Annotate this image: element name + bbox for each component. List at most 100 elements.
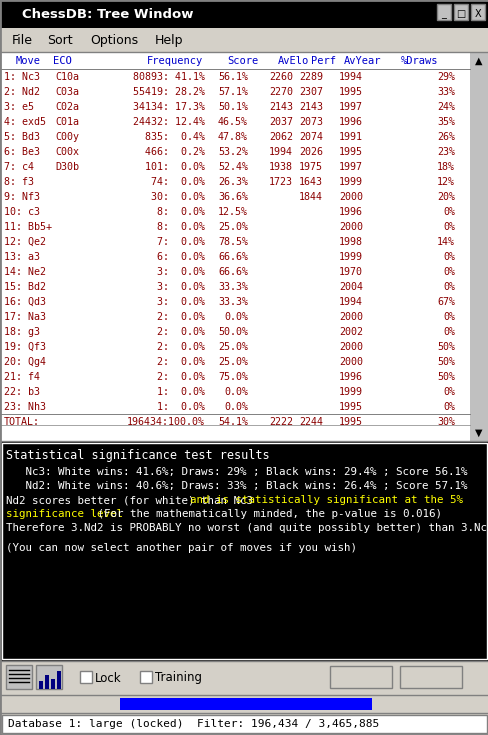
Text: 29%: 29% [436, 71, 454, 82]
Text: 1996: 1996 [338, 371, 362, 381]
Bar [57, 671, 61, 689]
Bar [6, 665, 32, 689]
Text: 33.3%: 33.3% [218, 296, 247, 306]
Text: 2000: 2000 [338, 221, 362, 232]
Text: 2307: 2307 [298, 87, 323, 96]
Text: Options: Options [90, 34, 138, 46]
Text: 30:  0.0%: 30: 0.0% [151, 192, 204, 201]
Text: 7:  0.0%: 7: 0.0% [157, 237, 204, 246]
Text: 2000: 2000 [338, 356, 362, 367]
Bar [51, 679, 55, 689]
Text: 13: a3: 13: a3 [4, 251, 40, 262]
Text: AvYear: AvYear [344, 56, 381, 66]
Text: Statistical significance test results: Statistical significance test results [6, 448, 269, 462]
Bar [0, 28, 488, 52]
Bar [0, 53, 469, 441]
Bar [469, 53, 488, 441]
Text: Nd2: White wins: 40.6%; Draws: 33% ; Black wins: 26.4% ; Score 57.1%: Nd2: White wins: 40.6%; Draws: 33% ; Bla… [6, 481, 467, 491]
Bar [2, 715, 486, 733]
Text: 2037: 2037 [268, 117, 292, 126]
Text: AvElo: AvElo [277, 56, 308, 66]
Bar [140, 671, 152, 683]
Text: 2222: 2222 [268, 417, 292, 426]
Text: 52.4%: 52.4% [218, 162, 247, 171]
Text: 0%: 0% [442, 312, 454, 321]
Text: 0%: 0% [442, 387, 454, 396]
Text: 2270: 2270 [268, 87, 292, 96]
Text: 18: g3: 18: g3 [4, 326, 40, 337]
Text: ✓: ✓ [81, 672, 90, 682]
Text: 57.1%: 57.1% [218, 87, 247, 96]
Text: 46.5%: 46.5% [218, 117, 247, 126]
Text: 7: c4: 7: c4 [4, 162, 34, 171]
Text: 1997: 1997 [338, 162, 362, 171]
Text: 2004: 2004 [338, 282, 362, 292]
Text: 1:  0.0%: 1: 0.0% [157, 387, 204, 396]
Text: 74:  0.0%: 74: 0.0% [151, 176, 204, 187]
Text: 55419: 28.2%: 55419: 28.2% [133, 87, 204, 96]
Text: 22: b3: 22: b3 [4, 387, 40, 396]
Text: 1:  0.0%: 1: 0.0% [157, 401, 204, 412]
Text: 2074: 2074 [298, 132, 323, 142]
Text: 2062: 2062 [268, 132, 292, 142]
Bar [36, 665, 62, 689]
Bar [453, 4, 467, 20]
Text: 21: f4: 21: f4 [4, 371, 40, 381]
Text: and is statistically significant at the 5%: and is statistically significant at the … [190, 495, 462, 505]
Text: 1938: 1938 [268, 162, 292, 171]
Text: 56.1%: 56.1% [218, 71, 247, 82]
Text: C00y: C00y [55, 132, 79, 142]
Text: 1999: 1999 [338, 387, 362, 396]
Text: 2:  0.0%: 2: 0.0% [157, 356, 204, 367]
Bar [80, 671, 92, 683]
Text: 1995: 1995 [338, 146, 362, 157]
Text: 26%: 26% [436, 132, 454, 142]
Text: 1995: 1995 [338, 417, 362, 426]
Text: 11: Bb5+: 11: Bb5+ [4, 221, 52, 232]
Text: 2143: 2143 [268, 101, 292, 112]
Text: Stop: Stop [343, 670, 378, 684]
Text: 1994: 1994 [338, 71, 362, 82]
Bar [436, 4, 450, 20]
Text: 2026: 2026 [298, 146, 323, 157]
Text: Frequency: Frequency [146, 56, 203, 66]
Text: 30%: 30% [436, 417, 454, 426]
Text: 34134: 17.3%: 34134: 17.3% [133, 101, 204, 112]
Text: 466:  0.2%: 466: 0.2% [145, 146, 204, 157]
Text: _: _ [441, 9, 446, 19]
Text: 3:  0.0%: 3: 0.0% [157, 267, 204, 276]
Text: File: File [12, 34, 33, 46]
Text: significance level: significance level [6, 509, 123, 519]
Text: 78.5%: 78.5% [218, 237, 247, 246]
Text: 17: Na3: 17: Na3 [4, 312, 46, 321]
Text: 835:  0.4%: 835: 0.4% [145, 132, 204, 142]
Text: 1723: 1723 [268, 176, 292, 187]
Text: 20%: 20% [436, 192, 454, 201]
Text: Perf: Perf [310, 56, 335, 66]
Text: 3: e5: 3: e5 [4, 101, 34, 112]
Bar [0, 713, 488, 735]
Text: 6:  0.0%: 6: 0.0% [157, 251, 204, 262]
Text: 9: Nf3: 9: Nf3 [4, 192, 40, 201]
Text: 1996: 1996 [338, 207, 362, 217]
Text: 14%: 14% [436, 237, 454, 246]
Text: 8:  0.0%: 8: 0.0% [157, 207, 204, 217]
Text: 19: Qf3: 19: Qf3 [4, 342, 46, 351]
Text: 2244: 2244 [298, 417, 323, 426]
Text: Close: Close [412, 670, 448, 684]
Text: 12: Qe2: 12: Qe2 [4, 237, 46, 246]
Text: Nc3: White wins: 41.6%; Draws: 29% ; Black wins: 29.4% ; Score 56.1%: Nc3: White wins: 41.6%; Draws: 29% ; Bla… [6, 467, 467, 477]
Text: 24%: 24% [436, 101, 454, 112]
Text: 0%: 0% [442, 207, 454, 217]
Text: □: □ [455, 9, 465, 19]
Text: 1995: 1995 [338, 87, 362, 96]
Text: 1998: 1998 [338, 237, 362, 246]
Bar [0, 441, 488, 661]
Text: 23%: 23% [436, 146, 454, 157]
Text: Database 1: large (locked)  Filter: 196,434 / 3,465,885: Database 1: large (locked) Filter: 196,4… [8, 719, 379, 729]
Text: 2000: 2000 [338, 312, 362, 321]
Text: 1844: 1844 [298, 192, 323, 201]
Text: 50%: 50% [436, 356, 454, 367]
Text: 26.3%: 26.3% [218, 176, 247, 187]
Text: 50.0%: 50.0% [218, 326, 247, 337]
